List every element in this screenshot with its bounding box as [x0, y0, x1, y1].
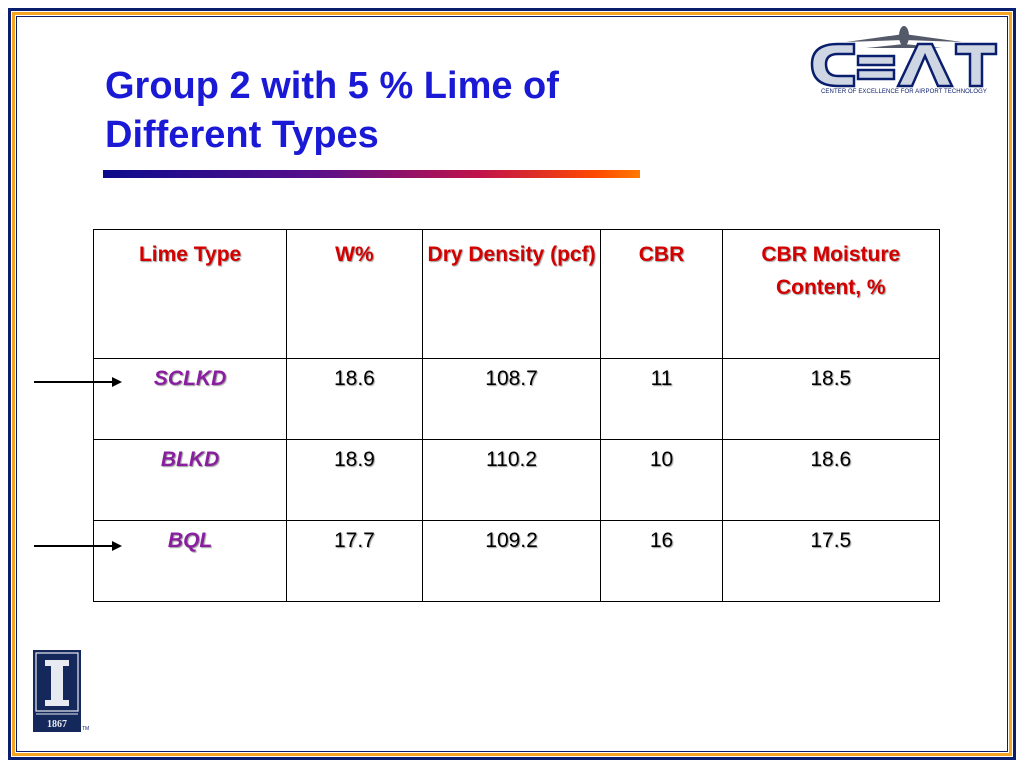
airplane-icon: [846, 26, 962, 48]
table-header-row: Lime Type W% Dry Density (pcf) CBR CBR M…: [92, 229, 941, 359]
table-row: SCLKD 18.6 108.7 11 18.5: [92, 358, 941, 440]
column-header-dry-density: Dry Density (pcf): [421, 229, 602, 359]
cell-dry-density: 108.7: [421, 358, 602, 440]
column-header-lime-type: Lime Type: [92, 229, 288, 359]
slide-frame-inner: [16, 16, 1008, 752]
cell-cbr: 11: [600, 358, 723, 440]
column-header-cbr-moisture: CBR Moisture Content, %: [721, 229, 941, 359]
column-header-cbr: CBR: [600, 229, 723, 359]
cell-w-percent: 18.9: [286, 439, 423, 521]
title-underline: [103, 170, 640, 178]
ceat-logo-caption: CENTER OF EXCELLENCE FOR AIRPORT TECHNOL…: [820, 89, 987, 95]
slide-title: Group 2 with 5 % Lime of Different Types: [105, 65, 559, 156]
table-row: BQL 17.7 109.2 16 17.5: [92, 520, 941, 602]
arrow-right-icon: [34, 541, 122, 551]
row-lime-type: BLKD: [92, 439, 288, 521]
university-logo: 1867: [33, 650, 81, 732]
cell-w-percent: 17.7: [286, 520, 423, 602]
university-logo-year: 1867: [47, 719, 67, 730]
slide-frame-outer: [8, 8, 1016, 760]
arrow-right-icon: [34, 377, 122, 387]
row-lime-type: SCLKD: [92, 358, 288, 440]
ceat-logo: [810, 26, 998, 88]
cell-cbr-moisture: 18.6: [721, 439, 941, 521]
lime-data-table: Lime Type W% Dry Density (pcf) CBR CBR M…: [92, 229, 941, 602]
row-lime-type: BQL: [92, 520, 288, 602]
cell-cbr-moisture: 18.5: [721, 358, 941, 440]
cell-w-percent: 18.6: [286, 358, 423, 440]
slide-frame-accent: [12, 12, 1012, 756]
trademark-mark: TM: [82, 726, 90, 732]
cell-dry-density: 110.2: [421, 439, 602, 521]
cell-cbr: 10: [600, 439, 723, 521]
table-row: BLKD 18.9 110.2 10 18.6: [92, 439, 941, 521]
column-header-w-percent: W%: [286, 229, 423, 359]
cell-cbr-moisture: 17.5: [721, 520, 941, 602]
cell-cbr: 16: [600, 520, 723, 602]
cell-dry-density: 109.2: [421, 520, 602, 602]
